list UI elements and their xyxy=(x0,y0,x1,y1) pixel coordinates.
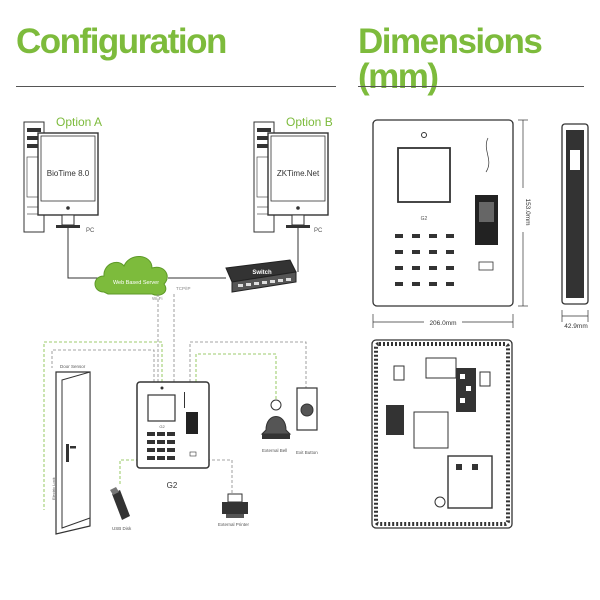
wifi-label: Wi-Fi xyxy=(152,296,163,301)
exit-button: Exit Button xyxy=(296,387,318,455)
back-view xyxy=(371,339,513,529)
depth-dimension: 42.9mm xyxy=(564,323,587,330)
pc-b-screen-label: ZKTime.Net xyxy=(277,169,320,178)
link-pc-a xyxy=(67,228,110,279)
pc-b: ZKTime.Net PC xyxy=(253,121,329,234)
side-view: 42.9mm xyxy=(561,123,589,330)
height-dimension: 153.0mm xyxy=(524,198,531,225)
width-dimension: 206.0mm xyxy=(429,320,456,327)
switch-label: Switch xyxy=(252,270,272,276)
usb-label: USB Disk xyxy=(112,526,132,531)
device-name-label: G2 xyxy=(167,481,178,490)
pc-a: BioTime 8.0 PC xyxy=(23,121,99,234)
dimensions-rule xyxy=(358,86,584,87)
cloud-server: Web Based Server xyxy=(94,256,168,296)
lock-label: Electric Lock xyxy=(51,477,56,500)
network-switch: Switch xyxy=(225,259,297,293)
door-sensor-label: Door Sensor xyxy=(60,364,86,369)
external-bell: External Bell xyxy=(260,399,292,453)
bell-label: External Bell xyxy=(262,448,287,453)
front-view: G2 206.0mm 153.0mm xyxy=(372,119,531,328)
option-b-label: Option B xyxy=(286,115,333,129)
external-printer: External Printer xyxy=(218,493,250,527)
option-a-label: Option A xyxy=(56,115,102,129)
usb-disk: USB Disk xyxy=(110,487,132,531)
exit-label: Exit Button xyxy=(296,450,318,455)
configuration-rule xyxy=(16,86,336,87)
cloud-label: Web Based Server xyxy=(113,280,159,286)
g2-screen-label: G2 xyxy=(159,424,165,429)
configuration-heading: Configuration xyxy=(16,22,227,61)
g2-device: G2 G2 xyxy=(136,381,210,490)
printer-label: External Printer xyxy=(218,522,250,527)
pc-a-label: PC xyxy=(86,228,95,234)
front-screen-label: G2 xyxy=(421,216,428,222)
tcpip-label: TCP/IP xyxy=(176,286,191,291)
door: Door Sensor Electric Lock xyxy=(51,364,91,535)
pc-a-screen-label: BioTime 8.0 xyxy=(47,169,90,178)
pc-b-label: PC xyxy=(314,228,323,234)
dimensions-heading: Dimensions (mm) xyxy=(358,22,543,96)
